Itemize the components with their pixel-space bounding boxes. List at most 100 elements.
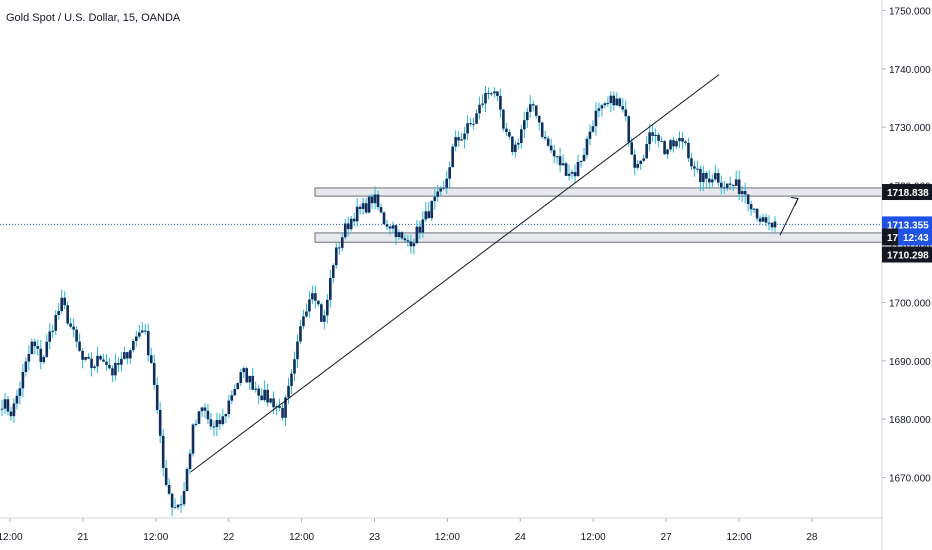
candle-body <box>585 138 589 155</box>
candle-body <box>487 92 490 94</box>
candle-body <box>254 388 257 390</box>
candle-body <box>731 184 735 186</box>
candle-body <box>397 232 401 238</box>
candle-body <box>305 311 308 317</box>
candle-body <box>609 95 613 104</box>
candle-body <box>606 103 610 105</box>
candle-body <box>770 222 774 228</box>
candle-body <box>72 326 75 330</box>
x-axis[interactable]: 12:00 21 12:00 22 12:00 23 12:00 24 12:00 27 12:00… <box>0 518 818 543</box>
candle-body <box>290 373 293 386</box>
candle-body <box>463 133 466 140</box>
candle-body <box>263 389 266 401</box>
resistance-zone[interactable] <box>314 187 883 197</box>
x-tick-label: 12:00 <box>435 532 460 543</box>
candle-body <box>42 356 46 363</box>
candle-body <box>302 316 305 327</box>
y-tick-label: 1730.000 <box>889 123 931 134</box>
candle-body <box>457 137 460 141</box>
candle-body <box>218 419 222 425</box>
candle-body <box>179 504 183 506</box>
candle-body <box>466 123 469 134</box>
chart-title: Gold Spot / U.S. Dollar, 15, OANDA <box>6 12 181 24</box>
candle-body <box>564 163 568 176</box>
candle-body <box>660 140 663 142</box>
candle-body <box>657 134 660 141</box>
candle-body <box>296 341 299 360</box>
candle-body <box>111 368 114 376</box>
candle-body <box>737 179 741 195</box>
candle-body <box>773 221 777 228</box>
candle-body <box>314 293 317 301</box>
candle-body <box>758 218 762 222</box>
candle-body <box>579 161 583 163</box>
candle-body <box>484 92 487 104</box>
candle-body <box>573 172 577 177</box>
candle-body <box>651 132 654 136</box>
candle-body <box>194 423 198 425</box>
candle-body <box>525 111 529 121</box>
candle-body <box>502 109 505 129</box>
y-axis[interactable]: 1670.000 1680.000 1690.000 1700.000 1710.000… <box>882 6 931 485</box>
x-tick-label: 12:00 <box>0 532 23 543</box>
candle-body <box>618 98 622 107</box>
candle-body <box>576 161 580 177</box>
candle-body <box>558 156 562 166</box>
candle-body <box>439 188 443 192</box>
x-tick-label: 27 <box>661 532 673 543</box>
candle-body <box>340 237 344 248</box>
candle-body <box>624 109 628 117</box>
candle-body <box>326 299 329 316</box>
support-price-tag-box <box>882 246 932 263</box>
candle-body <box>343 223 347 238</box>
candle-body <box>531 104 535 106</box>
candle-body <box>337 247 341 249</box>
x-tick-label: 12:00 <box>143 532 168 543</box>
candle-body <box>540 122 544 137</box>
candle-body <box>746 194 750 205</box>
current-price-tag-box <box>882 216 932 233</box>
x-tick-label: 12:00 <box>289 532 314 543</box>
candle-body <box>403 238 407 241</box>
trendline[interactable] <box>190 74 720 473</box>
candle-body <box>442 187 446 189</box>
candle-body <box>511 136 514 152</box>
candle-body <box>767 222 771 224</box>
candle-body <box>15 395 19 404</box>
candle-body <box>176 504 180 508</box>
candle-body <box>561 163 565 166</box>
candle-body <box>188 453 192 470</box>
candle-body <box>475 113 478 124</box>
candle-body <box>496 91 499 96</box>
candle-body <box>699 168 702 183</box>
candle-body <box>391 225 395 229</box>
resistance-price-tag-label: 1718.838 <box>887 188 929 199</box>
candle-body <box>672 140 675 147</box>
candle-body <box>120 358 123 365</box>
candle-body <box>714 173 717 180</box>
candle-body <box>102 359 105 362</box>
candle-body <box>517 143 520 145</box>
candle-body <box>114 362 117 376</box>
candle-body <box>761 217 765 222</box>
candle-body <box>269 398 272 403</box>
candle-body <box>603 103 607 106</box>
candle-body <box>508 132 511 137</box>
candle-body <box>57 311 61 315</box>
candle-body <box>367 196 371 213</box>
arrow-head-icon <box>790 196 799 206</box>
candle-body <box>212 426 216 428</box>
candle-body <box>725 183 729 189</box>
candle-body <box>108 364 111 369</box>
candle-body <box>373 194 377 204</box>
countdown-tag-box <box>898 228 932 246</box>
candle-body <box>546 138 550 146</box>
candle-body <box>722 187 726 189</box>
candle-body <box>75 329 78 342</box>
candle-body <box>597 108 601 111</box>
candle-body <box>669 140 672 150</box>
candle-body <box>164 467 168 485</box>
candle-body <box>719 182 723 188</box>
